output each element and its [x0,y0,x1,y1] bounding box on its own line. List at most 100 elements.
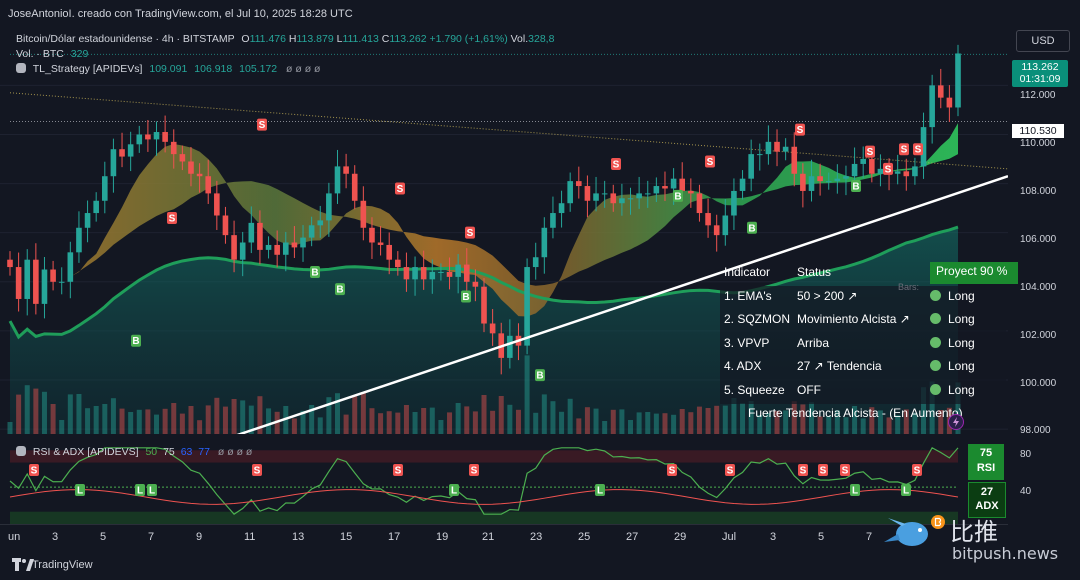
candle [153,132,160,140]
candle [912,166,918,177]
buy-signal-label: B [462,292,469,303]
last-price: 113.262 [1021,61,1059,73]
volume-bar [636,412,642,434]
volume-bar [602,421,608,434]
sell-signal-marker [899,143,909,156]
volume-bar [610,409,616,434]
open-label: O [241,33,250,45]
volume-bar [317,417,323,434]
row-signal: Long [930,383,1006,397]
footer-bar [0,552,1080,580]
time-tick: 9 [196,531,203,543]
volume-bar [705,408,711,434]
volume-bar [93,406,99,434]
volume-bar [360,392,366,434]
candle [472,281,479,287]
legend-volume[interactable]: Vol. · BTC 329 [16,48,88,60]
price-axis[interactable]: 112.000 110.000 108.000 106.000 104.000 … [1008,24,1080,436]
symbol-name[interactable]: Bitcoin/Dólar estadounidense · 4h · BITS… [16,33,235,45]
candle [670,178,677,189]
rsi-sell-label: S [800,466,807,477]
price-tick: 108.000 [1020,186,1057,197]
time-axis[interactable]: un357911131517192123252729Jul3579 [0,524,1008,549]
volume-bar [403,405,409,434]
rsi-indicator-icon [16,446,26,456]
candle [188,161,194,174]
candle [860,159,866,164]
low-label: L [336,33,343,45]
volume-bar [791,401,797,434]
table-row: 5. Squeeze OFF Long [720,379,1006,404]
sell-signal-marker [167,211,177,224]
volume-bar [498,396,504,434]
candle [713,225,720,236]
legend-strategy[interactable]: TL_Strategy [APIDEVs] 109.091 106.918 10… [16,63,320,75]
volume-bar [645,412,651,434]
candle [102,176,108,201]
sell-signal-label: S [885,164,892,175]
rsi-long-label: L [149,486,155,497]
buy-signal-marker [747,221,757,234]
candle [731,190,737,216]
volume-bar [240,400,246,434]
candle [351,173,358,201]
rsi-sell-label: S [914,466,921,477]
candle [7,259,13,268]
last-price-badge: 113.262 01:31:09 [1012,60,1068,87]
rsi-axis-tick: 80 [1020,449,1032,460]
candle [67,252,74,282]
adx-label: ADX [975,500,999,512]
bars-label: Bars: [898,282,920,292]
candle [463,264,470,282]
sell-signal-label: S [901,145,908,156]
adx-line [9,489,959,505]
table-header-indicator: Indicator [724,265,771,279]
tradingview-brand[interactable]: TradingView [32,559,93,571]
volume-bar [59,420,65,434]
signal-dot-icon [930,383,941,395]
volume-bar [550,401,556,434]
candle [843,176,849,179]
volume-bar [852,406,858,434]
volume-bar [162,408,168,434]
volume-bar [472,411,478,434]
price-tick: 106.000 [1020,234,1057,245]
buy-signal-marker [131,334,141,347]
candle [119,149,125,157]
volume-bar [309,405,315,434]
candle [265,244,272,250]
candle [15,267,22,299]
candle [360,200,367,228]
candle [84,213,91,228]
candle [481,286,487,324]
signal-text: Long [948,312,975,327]
rsi-long-label: L [77,486,83,497]
rsi-legend[interactable]: RSI & ADX [APIDEVS] 50 75 63 77 ø ø ø ø [16,446,252,458]
time-tick: 13 [292,531,305,543]
candle [955,53,961,108]
rsi-long-label: L [852,486,858,497]
volume-bar [214,397,220,434]
rsi-adx-panel[interactable]: S S S S S S S S S SL L L L L L L [0,438,1008,524]
volume-bar [507,404,513,434]
currency-button[interactable]: USD [1016,30,1070,52]
buy-signal-marker [673,189,683,202]
rsi-long-marker [75,484,85,496]
table-header-projection: Proyect 90 % [930,262,1018,284]
candle [291,242,298,248]
buy-signal-marker [535,369,545,382]
candle [24,259,31,299]
signal-text: Long [948,288,975,303]
sell-signal-label: S [915,145,922,156]
time-tick: 7 [148,531,155,543]
candle [145,134,151,140]
volume-bar [826,416,832,434]
time-tick: 29 [674,531,687,543]
rsi-sell-marker [818,464,828,476]
rsi-long-marker [901,484,911,496]
rsi-label: RSI [976,462,996,474]
signal-dot-icon [930,336,941,348]
ascending-trend-line [236,175,1008,434]
lightning-icon[interactable] [948,414,964,430]
sell-signal-label: S [397,184,404,195]
